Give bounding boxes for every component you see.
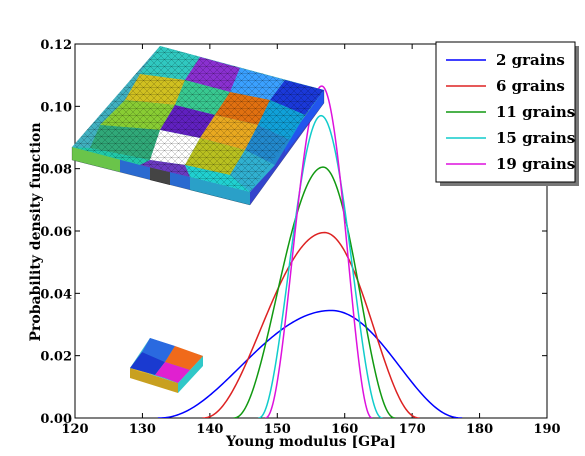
x-tick-label: 180 bbox=[466, 422, 493, 437]
y-tick-label: 0.06 bbox=[40, 225, 72, 240]
legend-label: 19 grains bbox=[496, 155, 575, 173]
x-tick-label: 120 bbox=[61, 422, 88, 437]
x-tick-label: 140 bbox=[196, 422, 223, 437]
axis-ticks: 120 130 140 150 160 170 180 190 0.00 0.02 0.04 0.06… bbox=[40, 38, 560, 437]
y-tick-label: 0.00 bbox=[40, 412, 72, 427]
x-tick-label: 160 bbox=[331, 422, 358, 437]
inset-6-grain-mesh bbox=[130, 338, 203, 393]
series-line bbox=[202, 231, 420, 418]
series-line bbox=[233, 166, 396, 418]
x-tick-label: 130 bbox=[129, 422, 156, 437]
y-tick-label: 0.12 bbox=[40, 38, 72, 53]
x-tick-label: 150 bbox=[264, 422, 291, 437]
y-axis-title: Probability density function bbox=[28, 122, 44, 341]
y-tick-label: 0.10 bbox=[40, 100, 72, 115]
y-tick-label: 0.08 bbox=[40, 163, 72, 178]
x-tick-label: 190 bbox=[533, 422, 560, 437]
legend-label: 6 grains bbox=[496, 77, 565, 95]
series-line bbox=[265, 85, 373, 418]
y-tick-label: 0.04 bbox=[40, 287, 72, 302]
y-tick-label: 0.02 bbox=[40, 350, 72, 365]
legend-label: 2 grains bbox=[496, 51, 565, 69]
legend: 2 grains 6 grains 11 grains 15 grains 19 gra… bbox=[435, 41, 579, 186]
x-tick-label: 170 bbox=[399, 422, 426, 437]
legend-label: 15 grains bbox=[496, 129, 575, 147]
series-curves bbox=[157, 85, 463, 418]
series-line bbox=[157, 309, 463, 418]
series-line bbox=[258, 114, 383, 418]
x-axis-title: Young modulus [GPa] bbox=[225, 434, 396, 450]
inset-19-grain-mesh bbox=[71, 46, 325, 206]
legend-label: 11 grains bbox=[496, 103, 575, 121]
